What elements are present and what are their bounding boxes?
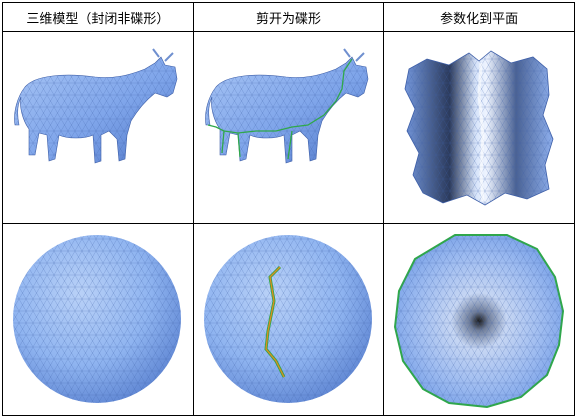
sphere-cut-image bbox=[203, 235, 372, 403]
cow-horns bbox=[343, 48, 365, 62]
sphere-mesh bbox=[13, 235, 182, 403]
column-header: 参数化到平面 bbox=[383, 2, 575, 32]
panel-cut-cow bbox=[192, 31, 385, 224]
cow-cut-seam bbox=[207, 58, 353, 160]
column-header: 剪开为碟形 bbox=[192, 2, 385, 32]
panel-flattened-sphere bbox=[383, 223, 575, 416]
panel-flattened-cow bbox=[383, 31, 575, 224]
disc-image bbox=[393, 234, 564, 409]
panel-closed-sphere bbox=[2, 223, 194, 416]
cow-row bbox=[2, 31, 575, 224]
flattened-cow-mesh bbox=[404, 51, 553, 205]
panel-closed-cow bbox=[2, 31, 194, 224]
cow-cut-image bbox=[205, 48, 369, 164]
flattened-highlight bbox=[477, 62, 485, 202]
cow-mesh bbox=[205, 57, 368, 163]
panel-cut-sphere bbox=[192, 223, 385, 416]
cow-flat-image bbox=[404, 50, 554, 206]
sphere-cut-seam bbox=[265, 266, 285, 378]
disc-mesh bbox=[394, 235, 563, 407]
sphere-row bbox=[2, 223, 575, 416]
sphere-mesh bbox=[203, 235, 372, 403]
sphere-image bbox=[13, 235, 182, 403]
header-row: 三维模型（封闭非碟形） 剪开为碟形 参数化到平面 bbox=[2, 2, 575, 32]
cow-model-image bbox=[14, 48, 178, 164]
cow-mesh bbox=[14, 57, 178, 163]
column-header: 三维模型（封闭非碟形） bbox=[2, 2, 194, 32]
cow-horns bbox=[152, 48, 175, 62]
